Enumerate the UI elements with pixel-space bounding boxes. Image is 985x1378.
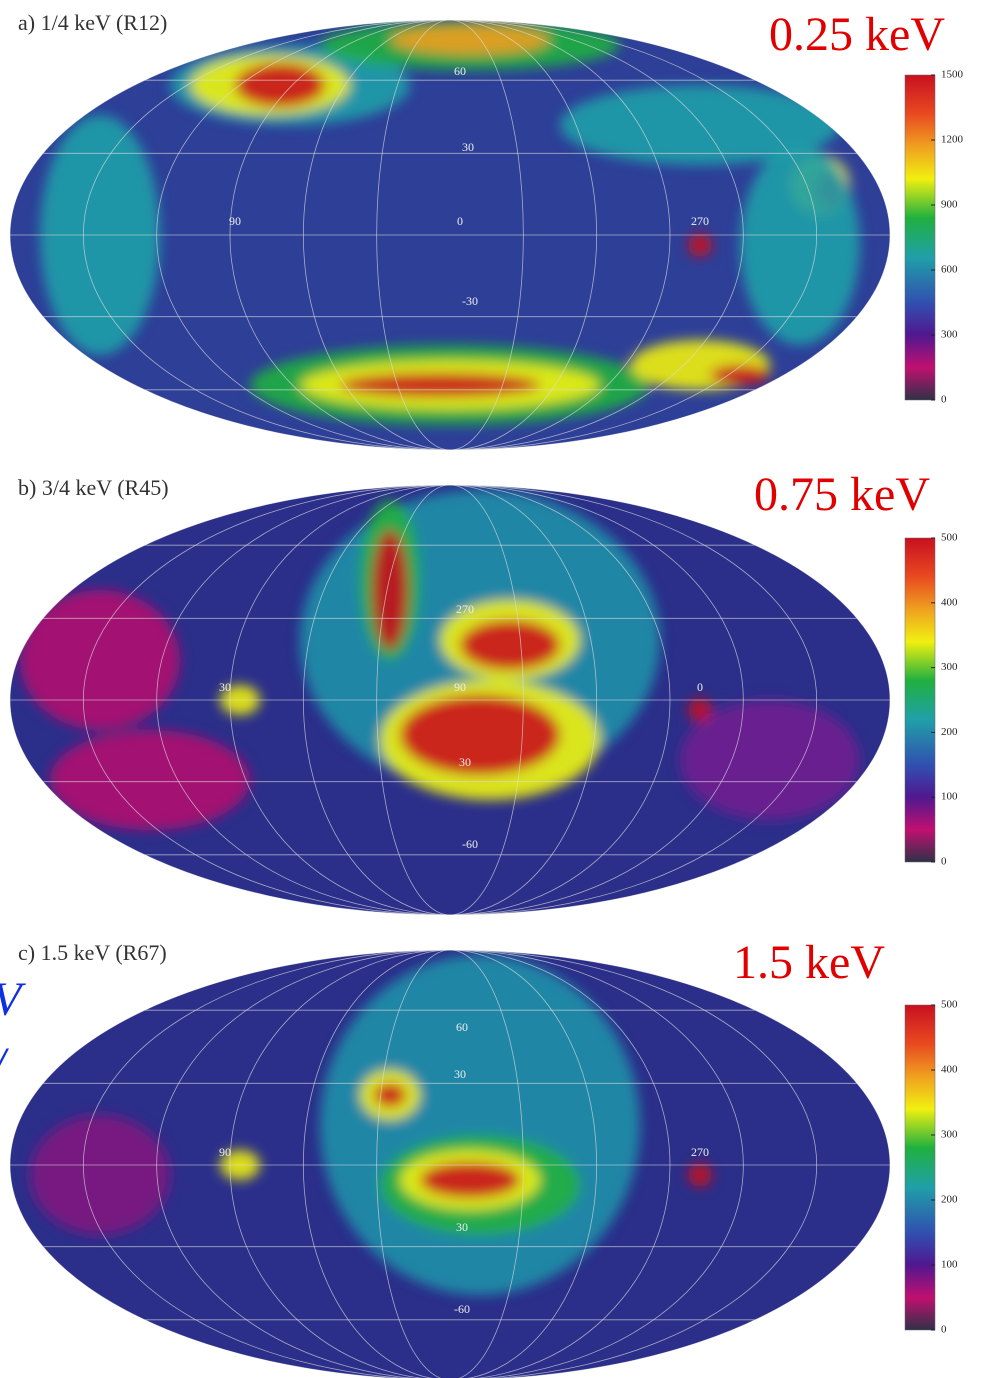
figure: 6030900270-30a) 1/4 keV (R12)0.25 keV030…	[0, 0, 985, 1378]
panel-title: c) 1.5 keV (R67)	[18, 940, 167, 965]
emission-region	[420, 1162, 520, 1198]
map-label: -60	[454, 1302, 470, 1316]
colorbar-tick-label: 0	[941, 1324, 947, 1336]
panel: 30 90 0 270 30 -60 b) 3/4 keV (R45) 0.75 keV 0 10…	[10, 468, 958, 915]
side-text: /	[0, 1038, 9, 1091]
map-label: 270	[691, 214, 709, 228]
sky-map	[10, 20, 890, 450]
colorbar-tick-label: 400	[941, 1064, 958, 1076]
map-label: 0	[697, 680, 703, 694]
page: 6030900270-30a) 1/4 keV (R12)0.25 keV030…	[0, 0, 985, 1378]
map-label: 30	[462, 140, 474, 154]
colorbar-tick-label: 900	[941, 199, 958, 211]
map-label: 270	[456, 602, 474, 616]
map-label: 30	[456, 1220, 468, 1234]
colorbar-tick-label: 200	[941, 726, 958, 738]
emission-region	[460, 620, 560, 670]
colorbar-tick-label: 1200	[941, 134, 964, 146]
side-text: V	[0, 973, 26, 1026]
colorbar	[905, 538, 935, 862]
panel-title: b) 3/4 keV (R45)	[18, 475, 169, 500]
colorbar-tick-label: 100	[941, 791, 958, 803]
emission-region	[688, 1163, 712, 1187]
map-label: -30	[462, 294, 478, 308]
map-label: 90	[219, 1145, 231, 1159]
map-label: 30	[454, 1067, 466, 1081]
energy-label: 0.25 keV	[769, 8, 945, 61]
emission-region	[374, 1083, 406, 1107]
emission-region	[50, 730, 250, 830]
colorbar-tick-label: 300	[941, 329, 958, 341]
energy-label: 0.75 keV	[754, 468, 930, 521]
map-label: 90	[454, 680, 466, 694]
emission-region	[20, 590, 180, 730]
colorbar	[905, 1005, 935, 1330]
colorbar-tick-label: 600	[941, 264, 958, 276]
colorbar	[905, 75, 935, 400]
colorbar-tick-label: 0	[941, 856, 947, 868]
colorbar-tick-label: 300	[941, 661, 958, 673]
sky-map	[10, 485, 890, 915]
colorbar-tick-label: 200	[941, 1194, 958, 1206]
emission-region	[30, 1115, 170, 1235]
colorbar-tick-label: 100	[941, 1259, 958, 1271]
panel-title: a) 1/4 keV (R12)	[18, 10, 167, 35]
emission-region	[320, 955, 640, 1295]
colorbar-tick-label: 0	[941, 394, 947, 406]
colorbar-tick-label: 400	[941, 596, 958, 608]
sky-map	[10, 950, 890, 1378]
emission-region	[710, 365, 770, 385]
emission-region	[400, 695, 560, 775]
emission-region	[740, 145, 860, 345]
colorbar-tick-label: 300	[941, 1129, 958, 1141]
panel: 60 30 90 270 30 -60 c) 1.5 keV (R67) 1.5 keV 0 10…	[10, 936, 958, 1378]
map-label: 60	[456, 1020, 468, 1034]
colorbar-tick-label: 1500	[941, 69, 964, 81]
emission-region	[372, 530, 408, 650]
emission-region	[340, 373, 540, 397]
emission-region	[390, 25, 550, 55]
emission-region	[688, 698, 712, 722]
colorbar-tick-label: 500	[941, 999, 958, 1011]
map-label: 90	[229, 214, 241, 228]
map-label: 60	[454, 64, 466, 78]
colorbar-tick-label: 500	[941, 532, 958, 544]
map-label: -60	[462, 837, 478, 851]
map-label: 270	[691, 1145, 709, 1159]
map-label: 30	[459, 755, 471, 769]
emission-region	[235, 63, 325, 107]
map-label: 30	[219, 680, 231, 694]
emission-region	[688, 233, 712, 257]
energy-label: 1.5 keV	[733, 936, 885, 989]
map-label: 0	[457, 214, 463, 228]
